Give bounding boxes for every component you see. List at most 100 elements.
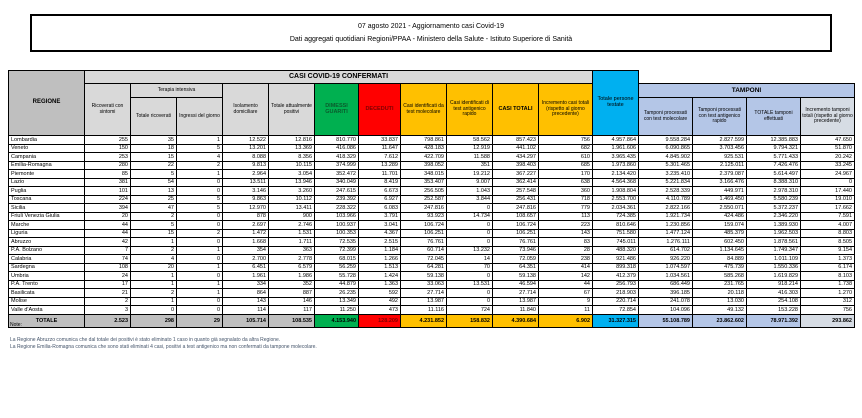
table-cell: 170	[538, 169, 593, 179]
table-cell: 374.999	[314, 160, 359, 170]
table-cell: 9.813	[222, 160, 269, 170]
table-cell: 1.513	[358, 262, 401, 272]
table-cell: 1	[176, 279, 223, 289]
table-cell: 159.074	[692, 220, 747, 230]
table-cell: 2.697	[222, 220, 269, 230]
header-persone-testate: Totale persone testate	[592, 70, 639, 136]
table-cell: 220.714	[592, 296, 639, 306]
table-cell: 6.174	[800, 262, 855, 272]
table-cell: 8.088	[222, 152, 269, 162]
table-cell: 0	[446, 203, 493, 213]
table-cell: 1	[176, 245, 223, 255]
table-cell: 55.108.789	[638, 313, 693, 328]
table-cell: 354	[222, 245, 269, 255]
table-cell: 4.564.368	[592, 177, 639, 187]
table-cell: 72.399	[314, 245, 359, 255]
table-cell: 857.423	[492, 135, 539, 145]
table-row: Puglia 101 13 0 3.146 3.260 247.615 6.673 256.50…	[8, 186, 855, 196]
table-cell: 0	[176, 220, 223, 230]
table-cell: 72.535	[314, 237, 359, 247]
table-cell: 7.591	[800, 211, 855, 221]
table-cell: 0	[446, 288, 493, 298]
table-cell: 0	[800, 177, 855, 187]
table-cell: 3.166.476	[692, 177, 747, 187]
table-cell: 473	[358, 305, 401, 315]
table-cell: 3	[84, 305, 131, 315]
table-cell: 2.034.361	[592, 203, 639, 213]
table-cell: 11	[538, 305, 593, 315]
covid-data-table: REGIONE CASI COVID-19 CONFERMATI Totale …	[8, 70, 855, 328]
table-row: Lazio 381 54 0 13.511 13.946 340.049 8.419 353.4…	[8, 177, 855, 187]
table-cell: 585.268	[692, 271, 747, 281]
table-cell: 13.369	[268, 143, 315, 153]
table-cell: 0	[446, 220, 493, 230]
table-cell: 899.318	[592, 262, 639, 272]
table-cell: 1.531	[268, 228, 315, 238]
table-cell: 11.588	[446, 152, 493, 162]
table-cell: 27.714	[400, 288, 447, 298]
table-cell: 8.388.310	[746, 177, 801, 187]
table-cell: 9	[538, 296, 593, 306]
table-cell: 44	[84, 220, 131, 230]
table-row: Umbria 24 1 0 1.961 1.986 55.728 1.424 59.138 0 59…	[8, 271, 855, 281]
table-cell: 21	[84, 288, 131, 298]
table-cell: 108.535	[268, 313, 315, 328]
table-cell: 0	[446, 237, 493, 247]
table-cell: 64.351	[492, 262, 539, 272]
table-cell: 54	[130, 177, 177, 187]
table-cell: 247.615	[314, 186, 359, 196]
table-cell: 83	[538, 237, 593, 247]
table-cell: 8.505	[800, 237, 855, 247]
header-tamponi: TAMPONI	[638, 83, 855, 98]
region-name: P.A. Trento	[8, 279, 85, 289]
table-cell: 117	[268, 305, 315, 315]
header-incremento-casi: Incremento casi totali (rispetto al gior…	[538, 83, 593, 136]
header-incremento-tamponi: Incremento tamponi totali (rispetto al g…	[800, 97, 855, 136]
table-cell: 1.134.645	[692, 245, 747, 255]
table-row: Veneto 150 18 5 13.201 13.369 416.086 11.647 428…	[8, 143, 855, 153]
table-cell: 44	[84, 228, 131, 238]
table-cell: 756	[538, 135, 593, 145]
header-positivi: Totale attualmente positivi	[268, 83, 315, 136]
table-cell: 12.970	[222, 203, 269, 213]
table-cell: 5.771.433	[746, 152, 801, 162]
table-cell: 13.411	[268, 203, 315, 213]
header-terapia-intensiva: Terapia intensiva	[130, 83, 223, 98]
table-cell: 1.738	[800, 279, 855, 289]
table-cell: 76.761	[400, 237, 447, 247]
table-cell: 58.562	[446, 135, 493, 145]
table-cell: 414	[538, 262, 593, 272]
table-cell: 51.870	[800, 143, 855, 153]
table-cell: 745.011	[592, 237, 639, 247]
table-cell: 106.724	[400, 220, 447, 230]
table-cell: 1.266	[358, 254, 401, 264]
table-cell: 143	[538, 228, 593, 238]
table-cell: 3.844	[446, 194, 493, 204]
table-cell: 6.927	[358, 194, 401, 204]
table-cell: 59.138	[400, 271, 447, 281]
table-cell: 128.209	[358, 313, 401, 328]
table-cell: 55.728	[314, 271, 359, 281]
table-cell: 11.250	[314, 305, 359, 315]
table-cell: 396.185	[638, 288, 693, 298]
table-cell: 14	[446, 254, 493, 264]
table-body: Lombardia 255 35 1 12.522 12.816 810.770 33.837…	[8, 135, 855, 328]
table-cell: 6.902	[538, 313, 593, 328]
header-casi-molecolare: Casi identificati da test molecolare	[400, 83, 447, 136]
table-cell: 56.259	[314, 262, 359, 272]
header-regione: REGIONE	[8, 70, 85, 136]
region-name: TOTALE	[8, 313, 85, 328]
table-row: Marche 44 5 0 2.697 2.746 100.937 3.041 106.724 0…	[8, 220, 855, 230]
table-row: Lombardia 255 35 1 12.522 12.816 810.770 33.837…	[8, 135, 855, 145]
table-cell: 24	[84, 271, 131, 281]
table-cell: 1.034.561	[638, 271, 693, 281]
table-cell: 1.908.804	[592, 186, 639, 196]
table-cell: 17.662	[800, 203, 855, 213]
table-cell: 59.138	[492, 271, 539, 281]
table-cell: 13.201	[222, 143, 269, 153]
table-cell: 105.714	[222, 313, 269, 328]
table-cell: 254.108	[746, 296, 801, 306]
table-cell: 3.965.435	[592, 152, 639, 162]
table-cell: 0	[176, 237, 223, 247]
notes-label: Note:	[10, 322, 22, 328]
